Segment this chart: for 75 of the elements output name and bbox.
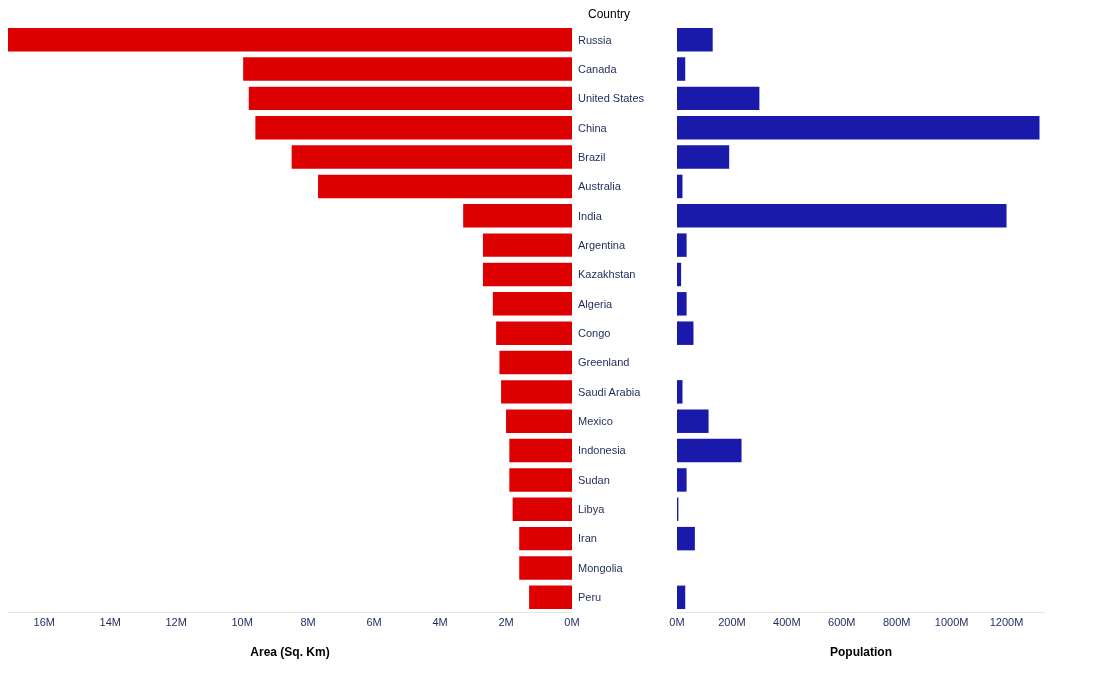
x-tick-label: 6M [366,616,382,629]
bar [318,174,572,199]
bar [482,233,572,257]
y-tick-label: India [578,209,603,222]
y-tick-label: Argentina [578,238,626,251]
bar [677,526,695,551]
bar [492,292,572,316]
y-tick-label: Canada [578,62,618,75]
bar [677,468,687,492]
y-tick-label: Indonesia [578,444,627,457]
y-tick-label: Sudan [578,473,610,486]
bar [677,27,713,52]
x-tick-label: 4M [432,616,448,629]
x-tick-label: 600M [828,616,856,629]
y-tick-label: Australia [578,180,622,193]
bar [291,145,572,169]
bar [677,438,742,463]
x-tick-label: 2M [498,616,514,629]
bar [509,438,572,463]
y-tick-label: Kazakhstan [578,268,636,281]
y-axis-title: Country [588,7,631,21]
y-tick-label: Brazil [578,150,606,163]
x-tick-label: 0M [669,616,685,629]
bar [519,526,572,551]
bar [677,380,683,404]
x-axis-title: Population [830,645,892,660]
bar [677,115,1040,140]
x-tick-label: 0M [564,616,580,629]
x-tick-label: 1200M [989,616,1024,629]
x-tick-label: 12M [165,616,187,629]
bar [509,468,572,492]
y-tick-label: Mongolia [578,561,624,574]
bar [529,585,572,610]
bar [519,556,572,580]
bar [255,115,572,140]
bar [482,262,572,287]
y-tick-label: Peru [578,591,602,604]
bar [243,57,572,81]
y-tick-label: Saudi Arabia [578,385,642,398]
y-tick-label: China [578,121,608,134]
y-tick-label: Mexico [578,415,613,428]
bar [677,204,1007,228]
x-tick-label: 200M [718,616,746,629]
bar [463,204,572,228]
bar [677,86,760,111]
bar [677,233,687,257]
bar [677,585,686,610]
y-tick-label: Russia [578,33,613,46]
bar [512,497,572,522]
x-tick-label: 10M [231,616,253,629]
y-tick-label: Algeria [578,297,614,310]
bar [677,57,686,81]
bar [677,262,682,287]
y-tick-label: United States [578,92,645,105]
x-tick-label: 16M [33,616,55,629]
bar [8,27,572,52]
bar [248,86,572,111]
x-tick-label: 14M [99,616,121,629]
y-tick-label: Congo [578,327,611,340]
bar [496,321,572,345]
bar [677,409,709,433]
y-tick-label: Iran [578,532,597,545]
bar [677,145,730,169]
bar [677,321,694,345]
x-tick-label: 400M [773,616,801,629]
bar [501,380,572,404]
x-tick-label: 1000M [934,616,969,629]
bar [506,409,572,433]
bar [499,350,572,375]
y-tick-label: Libya [578,503,606,516]
bar [677,292,687,316]
x-tick-label: 800M [882,616,911,629]
y-tick-label: Greenland [578,356,630,369]
x-axis-title: Area (Sq. Km) [250,645,330,660]
x-tick-label: 8M [300,616,316,629]
